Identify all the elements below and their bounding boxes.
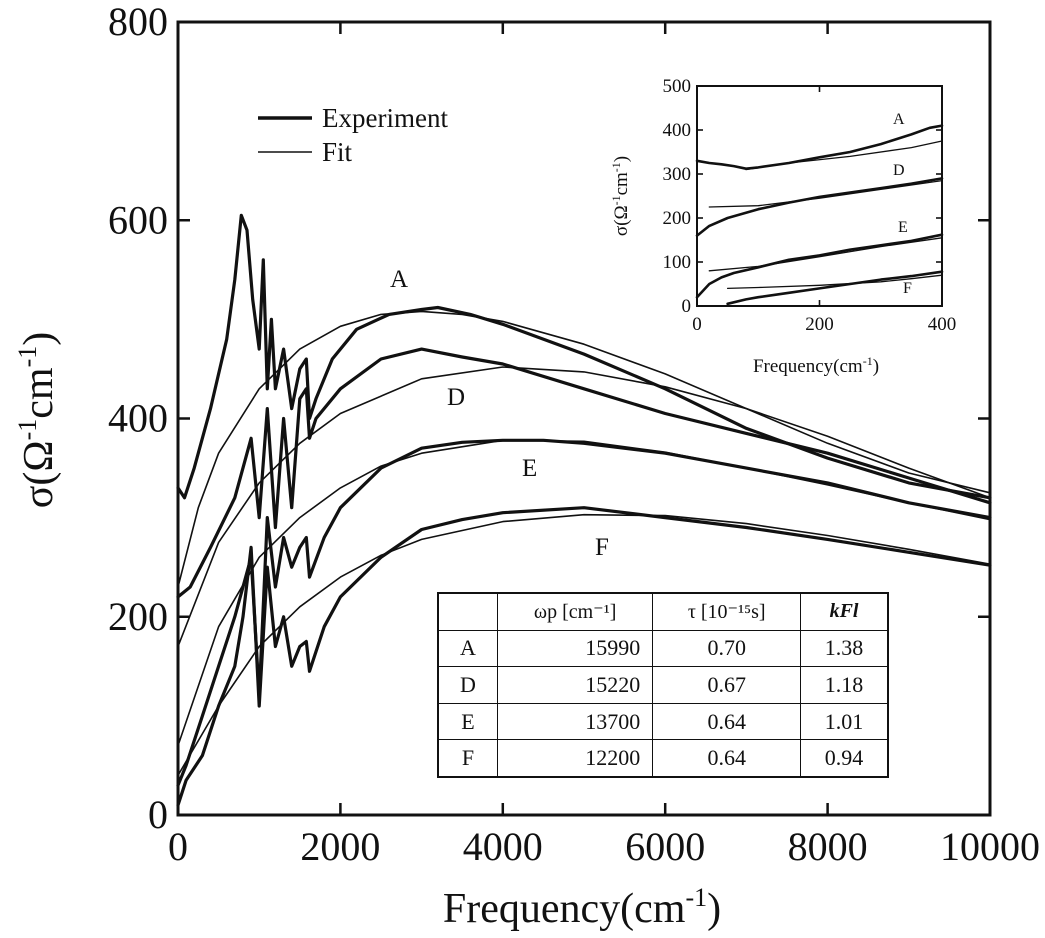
- series-a-experiment-line: [695, 124, 944, 170]
- legend-experiment-label: Experiment: [322, 103, 448, 133]
- x-tick-label: 6000: [625, 824, 705, 869]
- x-tick-label: 200: [805, 314, 834, 335]
- y-tick-label: 400: [663, 120, 692, 141]
- x-tick-label: 0: [692, 314, 702, 335]
- table-cell-sample: A: [437, 629, 498, 668]
- y-tick-label: 800: [108, 0, 168, 44]
- series-f-experiment-line: [176, 506, 992, 807]
- series-e-experiment-line: [695, 233, 944, 299]
- inset-curve-label-e: E: [898, 219, 908, 236]
- inset-curve-label-a: A: [893, 111, 905, 128]
- x-tick-label: 10000: [940, 824, 1040, 869]
- y-tick-label: 400: [108, 396, 168, 441]
- x-tick-label: 8000: [788, 824, 868, 869]
- series-d-experiment-line: [176, 347, 992, 599]
- main-y-axis-label: σ(Ω-1cm-1): [13, 332, 62, 509]
- table-cell-sample: E: [437, 702, 498, 741]
- table-row: E 13700 0.64 1.01: [437, 702, 889, 741]
- table-cell-tau: 0.70: [652, 629, 802, 668]
- y-tick-label: 300: [663, 164, 692, 185]
- x-tick-label: 2000: [300, 824, 380, 869]
- curve-label-e: E: [522, 455, 537, 482]
- series-a-experiment-line: [176, 213, 992, 500]
- table-cell-wp: 15990: [496, 629, 654, 668]
- legend-fit-label: Fit: [322, 137, 353, 167]
- table-cell-kfl: 1.01: [800, 702, 889, 741]
- inset-ticks-group: 0 200 400 0 100 200 300 400 500: [663, 76, 957, 335]
- table-cell-kfl: 1.38: [800, 629, 889, 668]
- curve-label-d: D: [447, 384, 465, 411]
- table-cell-kfl: 0.94: [800, 739, 889, 778]
- table-cell-tau: 0.64: [652, 739, 802, 778]
- parameter-table: ωp [cm⁻¹] τ [10⁻¹⁵s] kFl A 15990 0.70 1.…: [437, 592, 889, 778]
- header-cell-scattering-time: τ [10⁻¹⁵s]: [652, 592, 802, 631]
- main-x-axis-label: Frequency(cm-1): [443, 883, 721, 932]
- header-cell-blank: [437, 592, 498, 631]
- y-tick-label: 200: [108, 594, 168, 639]
- series-d-experiment-line: [695, 177, 944, 237]
- y-tick-label: 0: [148, 792, 168, 837]
- series-f-fit-line: [177, 513, 991, 777]
- inset-curve-label-d: D: [893, 162, 905, 179]
- series-a-fit-line: [177, 310, 991, 588]
- x-tick-label: 400: [928, 314, 957, 335]
- table-cell-wp: 12200: [496, 739, 654, 778]
- series-f-experiment-line: [726, 270, 944, 306]
- table-cell-tau: 0.64: [652, 702, 802, 741]
- header-cell-kfl: kFl: [800, 592, 889, 631]
- parameter-table-header-row: ωp [cm⁻¹] τ [10⁻¹⁵s] kFl: [437, 592, 889, 631]
- table-row: F 12200 0.64 0.94: [437, 739, 889, 778]
- y-tick-label: 200: [663, 208, 692, 229]
- inset-series-group: [695, 124, 944, 306]
- curve-label-f: F: [595, 534, 609, 561]
- table-cell-wp: 15220: [496, 666, 654, 704]
- table-cell-tau: 0.67: [652, 666, 802, 704]
- table-cell-wp: 13700: [496, 702, 654, 741]
- main-series-group: [176, 213, 992, 807]
- y-tick-label: 100: [663, 252, 692, 273]
- legend: Experiment Fit: [258, 103, 448, 167]
- y-tick-label: 500: [663, 76, 692, 97]
- table-row: A 15990 0.70 1.38: [437, 629, 889, 668]
- x-tick-label: 0: [168, 824, 188, 869]
- series-d-fit-line: [177, 366, 991, 648]
- inset-curve-label-f: F: [903, 280, 912, 297]
- x-tick-label: 4000: [463, 824, 543, 869]
- inset-x-axis-label: Frequency(cm-1): [753, 354, 879, 377]
- table-row: D 15220 0.67 1.18: [437, 666, 889, 704]
- y-tick-label: 0: [682, 296, 692, 317]
- header-cell-plasma-frequency: ωp [cm⁻¹]: [496, 592, 654, 631]
- table-cell-sample: F: [437, 739, 498, 778]
- series-e-experiment-line: [176, 438, 992, 787]
- inset-y-axis-label: σ(Ω-1cm-1): [609, 156, 632, 236]
- y-tick-label: 600: [108, 197, 168, 242]
- table-cell-kfl: 1.18: [800, 666, 889, 704]
- table-cell-sample: D: [437, 666, 498, 704]
- curve-label-a: A: [390, 266, 408, 293]
